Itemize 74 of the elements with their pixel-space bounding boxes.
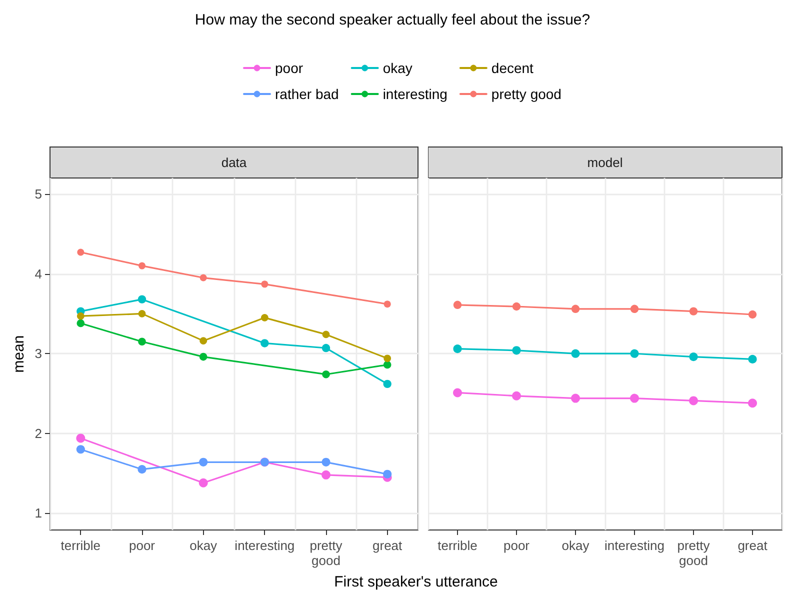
point bbox=[384, 300, 391, 308]
legend-label: rather bad bbox=[275, 86, 339, 102]
point bbox=[453, 388, 462, 398]
chart-title: data bbox=[221, 155, 248, 170]
point bbox=[689, 307, 698, 316]
point bbox=[453, 300, 462, 310]
x-tick-label: great bbox=[372, 538, 403, 553]
x-tick-label: great bbox=[738, 538, 768, 553]
x-tick-label: interesting bbox=[234, 538, 295, 553]
x-tick-label: terrible bbox=[60, 538, 101, 553]
x-tick-label: pretty good bbox=[677, 538, 710, 568]
point bbox=[383, 470, 392, 478]
x-tick-label: interesting bbox=[604, 538, 664, 553]
point bbox=[512, 391, 521, 400]
point bbox=[138, 310, 146, 318]
point bbox=[571, 349, 580, 358]
legend-label: decent bbox=[491, 60, 534, 76]
point bbox=[76, 319, 85, 328]
point bbox=[630, 349, 639, 358]
legend-label: interesting bbox=[382, 86, 448, 102]
y-tick-label: 1 bbox=[34, 506, 42, 521]
point bbox=[322, 458, 330, 466]
point bbox=[260, 314, 268, 322]
y-tick-label: 2 bbox=[34, 426, 42, 441]
point bbox=[748, 354, 757, 364]
legend-label: poor bbox=[275, 60, 304, 76]
legend-label: pretty good bbox=[491, 86, 562, 102]
point bbox=[322, 344, 330, 352]
point bbox=[76, 312, 84, 320]
point bbox=[630, 304, 639, 313]
point bbox=[76, 445, 85, 454]
x-tick-label: pretty good bbox=[310, 538, 343, 568]
point bbox=[453, 344, 462, 354]
point bbox=[77, 248, 84, 256]
point bbox=[138, 338, 146, 346]
point bbox=[630, 394, 639, 403]
x-tick-label: poor bbox=[503, 538, 530, 553]
x-tick-label: okay bbox=[190, 538, 218, 553]
point bbox=[748, 398, 757, 408]
point bbox=[76, 434, 86, 443]
point bbox=[571, 394, 580, 403]
point bbox=[322, 470, 330, 480]
point bbox=[512, 346, 521, 355]
x-axis-title: First speaker's utterance bbox=[334, 574, 498, 590]
point bbox=[260, 339, 269, 348]
x-tick-label: poor bbox=[128, 538, 156, 553]
text: How may the second speaker actually feel about the issue? bbox=[194, 12, 590, 28]
point bbox=[571, 304, 580, 313]
point bbox=[322, 330, 330, 338]
point bbox=[200, 274, 207, 282]
point bbox=[383, 380, 392, 388]
point bbox=[198, 478, 208, 488]
point bbox=[200, 337, 208, 345]
y-tick-label: 5 bbox=[34, 186, 42, 202]
x-tick-label: terrible bbox=[438, 538, 478, 553]
y-tick-label: 3 bbox=[34, 346, 42, 362]
chart-title: model bbox=[587, 155, 623, 170]
point bbox=[748, 310, 757, 319]
x-tick-label: okay bbox=[562, 538, 590, 553]
point bbox=[383, 360, 392, 369]
point bbox=[138, 465, 146, 474]
y-axis-title: mean bbox=[10, 335, 28, 373]
legend-label: okay bbox=[382, 60, 412, 76]
point bbox=[199, 458, 208, 466]
y-tick-label: 4 bbox=[34, 266, 42, 282]
point bbox=[322, 370, 330, 378]
point bbox=[138, 262, 146, 270]
point bbox=[261, 280, 268, 288]
point bbox=[138, 295, 146, 304]
point bbox=[689, 352, 698, 362]
point bbox=[512, 302, 521, 311]
point bbox=[199, 352, 208, 361]
point bbox=[689, 396, 698, 406]
point bbox=[384, 354, 392, 362]
